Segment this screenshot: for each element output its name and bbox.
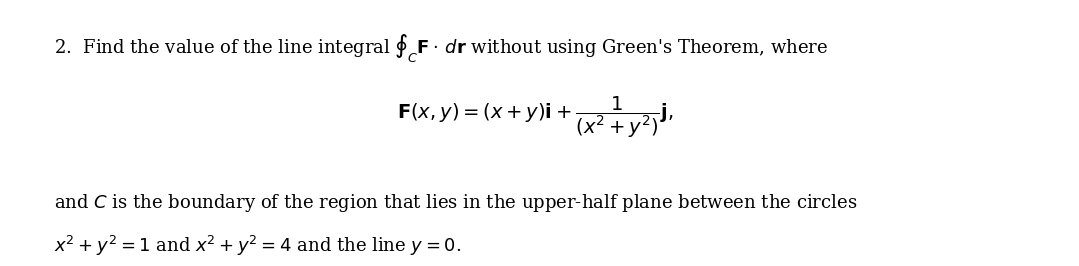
Text: $\mathbf{F}(x, y) = (x + y)\mathbf{i} + \dfrac{1}{(x^2 + y^2)}\mathbf{j},$: $\mathbf{F}(x, y) = (x + y)\mathbf{i} + … [397, 94, 673, 140]
Text: $x^2 + y^2 = 1$ and $x^2 + y^2 = 4$ and the line $y = 0$.: $x^2 + y^2 = 1$ and $x^2 + y^2 = 4$ and … [54, 234, 461, 258]
Text: and $C$ is the boundary of the region that lies in the upper-half plane between : and $C$ is the boundary of the region th… [54, 192, 857, 214]
Text: 2.  Find the value of the line integral $\oint_C \mathbf{F} \cdot\, d\mathbf{r}$: 2. Find the value of the line integral $… [54, 32, 828, 64]
